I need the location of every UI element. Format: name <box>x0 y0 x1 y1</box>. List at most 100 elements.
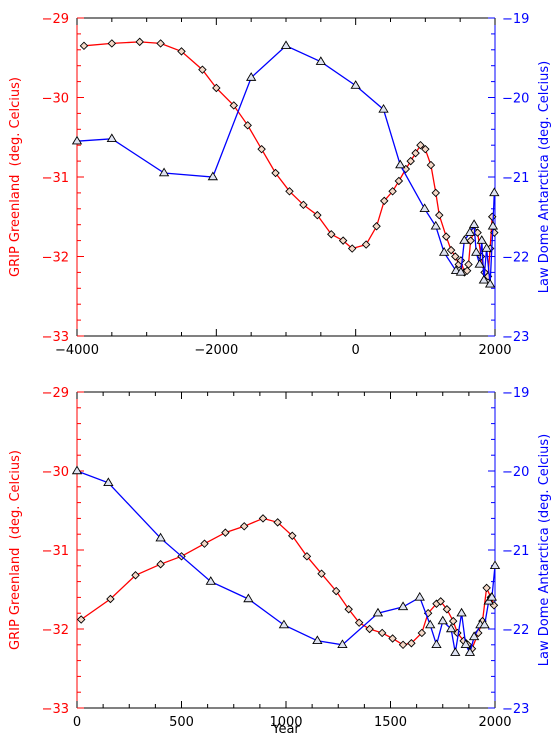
panel-1-grip-greenland-point <box>361 240 371 249</box>
panel-1-grip-greenland-point <box>156 39 165 48</box>
panel-2-law-dome-antarctica-point <box>468 631 480 641</box>
panel-1-grip-greenland-point <box>257 144 266 154</box>
panel-1-grip-greenland-point <box>490 228 499 237</box>
panel-2-law-dome-antarctica-point <box>243 593 254 603</box>
panel-2-grip-greenland-point <box>131 571 140 580</box>
panel-1-law-dome-antarctica-point <box>481 243 492 252</box>
panel-2-grip-greenland-point <box>407 638 416 648</box>
panel-2-law-dome-antarctica-point <box>155 532 166 542</box>
panel-2-grip-greenland-point <box>365 624 374 634</box>
panel-1-law-dome-antarctica-point <box>315 56 326 65</box>
panel-2-law-dome-antarctica-point <box>372 607 384 617</box>
panel-2-grip-greenland-point <box>258 514 268 523</box>
panel-1-right-y-tick-label: −19 <box>502 12 529 27</box>
panel-1-grip-greenland-point <box>299 200 308 210</box>
panel-1-left-y-tick-label: −31 <box>42 171 69 186</box>
panel-2-grip-greenland-point <box>377 628 387 638</box>
panel-2-law-dome-antarctica-point <box>425 619 436 629</box>
panel-2-law-dome-antarctica-point <box>456 607 467 617</box>
panel-2-right-y-tick-label: −21 <box>502 544 529 559</box>
panel-1-grip-greenland-point <box>338 236 348 245</box>
panel-1-law-dome-antarctica-point <box>455 266 467 276</box>
panel-1-right-y-tick-label: −20 <box>502 92 529 107</box>
panel-1-law-dome-antarctica-point <box>158 167 170 177</box>
panel-1-x-tick-label: −4000 <box>55 343 99 358</box>
panel-2-left-y-axis-title: GRIP Greenland (deg. Celcius) <box>8 450 23 650</box>
panel-2-grip-greenland-point <box>273 518 282 527</box>
panel-1-grip-greenland-point <box>446 245 456 255</box>
panel-2-left-y-tick-label: −32 <box>42 623 69 638</box>
panel-1-grip-greenland-point <box>421 144 430 154</box>
panel-1-law-dome-antarctica-point <box>430 220 441 230</box>
panel-2-grip-greenland-point <box>436 597 445 606</box>
panel-2-law-dome-antarctica-point <box>489 560 501 570</box>
panel-1-grip-greenland-point <box>198 65 207 74</box>
panel-1-left-y-tick-label: −32 <box>42 251 69 266</box>
panel-2-x-tick-label: 1000 <box>269 715 302 730</box>
panel-1-right-y-axis-title: Law Dome Antarctica (deg. Celcius) <box>537 61 552 293</box>
panel-1-left-y-axis-title: GRIP Greenland (deg. Celcius) <box>8 77 23 277</box>
panel-2-x-axis-title: Year <box>271 722 300 737</box>
panel-1-right-y-tick-label: −21 <box>502 171 529 186</box>
panel-1-law-dome-antarctica-point <box>489 187 500 197</box>
panel-1-law-dome-antarctica-point <box>459 235 470 244</box>
panel-1-grip-greenland-point <box>285 187 294 196</box>
panel-2-grip-greenland-point <box>221 528 230 537</box>
panel-1-grip-greenland-point <box>464 260 473 269</box>
panel-2-grip-greenland-point <box>331 586 341 596</box>
panel-2-grip-greenland-point <box>288 531 297 541</box>
panel-1-grip-greenland-point <box>135 37 144 47</box>
panel-1-grip-greenland-point <box>327 230 336 239</box>
panel-1-x-tick-label: 2000 <box>478 343 511 358</box>
panel-1-law-dome-antarctica-point <box>474 258 485 268</box>
panel-2-law-dome-antarctica-point <box>278 619 290 629</box>
panel-2-x-tick-label: 2000 <box>478 715 511 730</box>
panel-1-grip-greenland-point <box>271 168 280 178</box>
panel-2-law-dome-antarctica-point <box>414 591 425 601</box>
panel-1-grip-greenland-point <box>229 101 238 110</box>
panel-1-law-dome-antarctica-line <box>76 45 495 285</box>
panel-2-grip-greenland-point <box>398 640 408 650</box>
panel-1-left-y-tick-label: −29 <box>42 12 69 27</box>
panel-2-law-dome-antarctica-point <box>103 477 114 487</box>
panel-2-left-y-tick-label: −29 <box>42 386 69 401</box>
panel-1-law-dome-antarctica-point <box>419 203 430 213</box>
panel-2-law-dome-antarctica-point <box>312 635 323 645</box>
panel-2-grip-greenland-point <box>239 522 249 531</box>
panel-2-grip-greenland-point <box>448 616 458 626</box>
panel-2-law-dome-antarctica-point <box>71 465 83 475</box>
panel-2-grip-greenland-point <box>442 605 452 614</box>
panel-1-left-y-tick-label: −30 <box>42 92 69 107</box>
panel-2-right-y-tick-label: −23 <box>502 702 529 717</box>
panel-1-grip-greenland-point <box>466 236 475 245</box>
panel-2-grip-greenland-point <box>302 552 312 561</box>
panel-1-grip-greenland-point <box>79 41 89 51</box>
panel-2-grip-greenland-point <box>156 559 165 569</box>
panel-1-x-tick-label: −2000 <box>194 343 238 358</box>
panel-2-grip-greenland-point <box>388 634 397 643</box>
panel-1-law-dome-antarctica-point <box>350 80 361 89</box>
panel-1-grip-greenland-point <box>435 210 444 220</box>
panel-1-grip-greenland-point <box>388 187 397 196</box>
panel-1-law-dome-antarctica-point <box>207 171 219 181</box>
panel-2-law-dome-antarctica-point <box>445 623 457 633</box>
panel-2-grip-greenland-point <box>354 618 364 627</box>
panel-2-left-y-tick-label: −30 <box>42 465 69 480</box>
panel-1-law-dome-antarctica-point <box>476 235 487 244</box>
panel-1-law-dome-antarctica-point <box>71 135 83 145</box>
panel-2-law-dome-antarctica-point <box>437 615 448 625</box>
panel-2-right-y-tick-label: −22 <box>502 623 529 638</box>
panel-2-left-y-tick-label: −31 <box>42 544 69 559</box>
panel-1-law-dome-antarctica-point <box>246 72 257 81</box>
panel-2-grip-greenland-point <box>200 539 209 548</box>
panel-1-law-dome-antarctica-point <box>378 103 389 113</box>
panel-1-grip-greenland-point <box>177 47 186 56</box>
panel-1-law-dome-antarctica-point <box>468 219 480 228</box>
panel-1-grip-greenland-point <box>441 232 451 241</box>
panel-2-grip-greenland-point <box>76 615 86 624</box>
panel-1-grip-greenland-point <box>394 176 404 186</box>
panel-1-grip-greenland-point <box>313 210 322 220</box>
panel-2-law-dome-antarctica-point <box>450 647 461 656</box>
panel-2-law-dome-antarctica-point <box>337 639 348 649</box>
panel-2-right-y-tick-label: −19 <box>502 386 529 401</box>
